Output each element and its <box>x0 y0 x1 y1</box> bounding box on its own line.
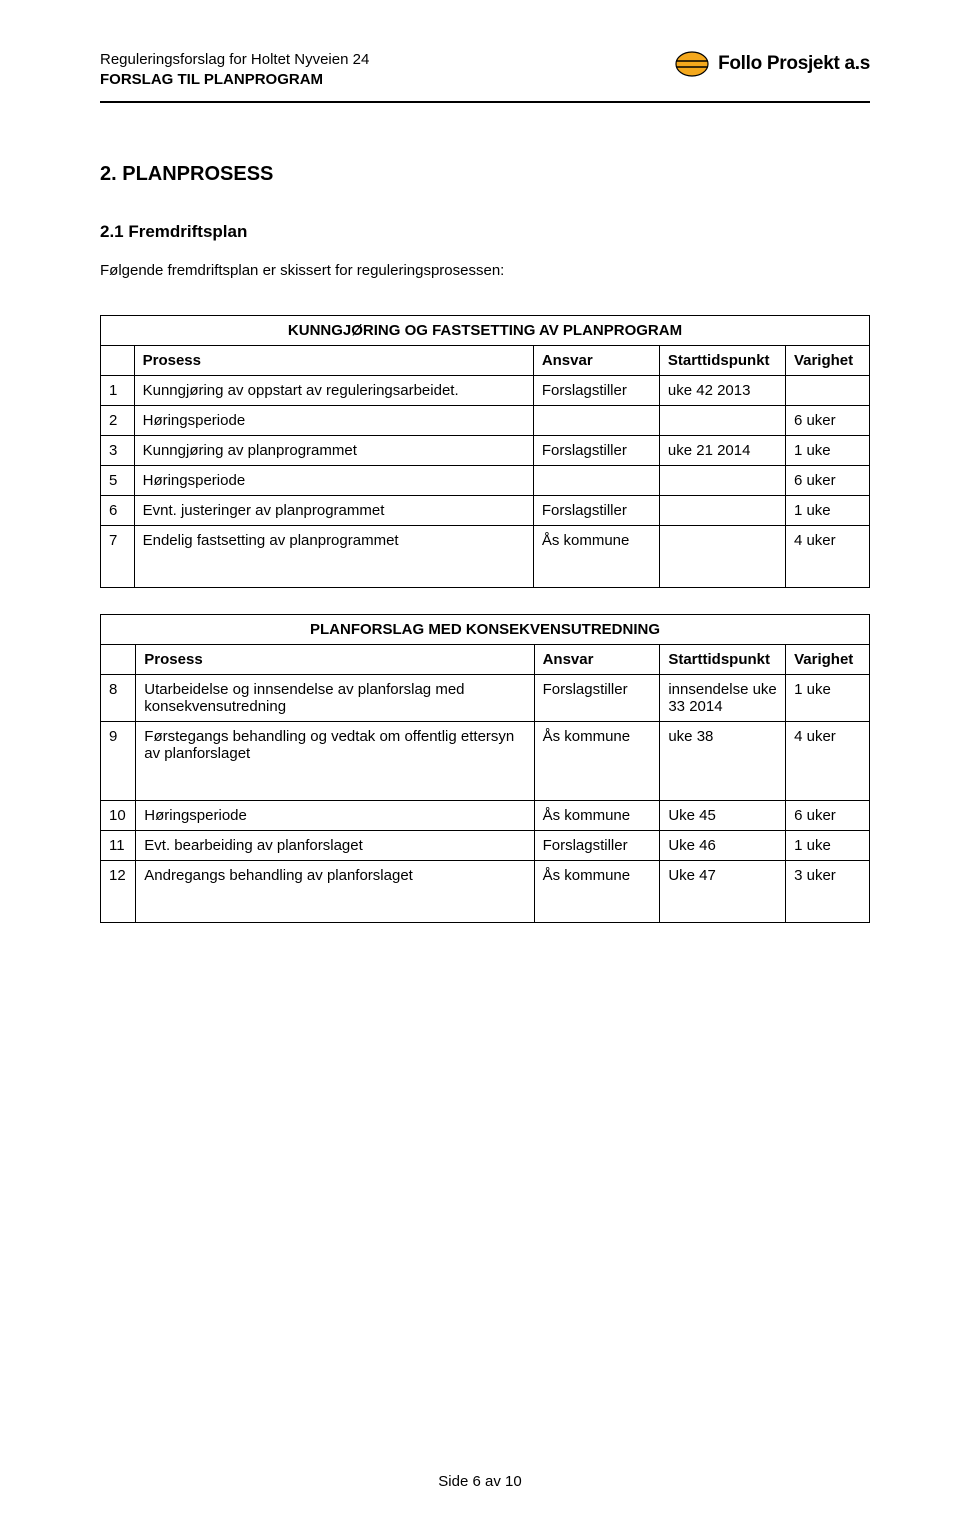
cell <box>659 406 785 436</box>
cell: 1 uke <box>786 675 870 722</box>
cell: innsendelse uke 33 2014 <box>660 675 786 722</box>
cell <box>659 496 785 526</box>
header-divider <box>100 101 870 103</box>
cell: Endelig fastsetting av planprogrammet <box>134 526 533 588</box>
cell: Kunngjøring av planprogrammet <box>134 436 533 466</box>
cell: 7 <box>101 526 135 588</box>
cell: uke 42 2013 <box>659 376 785 406</box>
cell: 4 uker <box>786 722 870 801</box>
cell: uke 38 <box>660 722 786 801</box>
cell: 6 uker <box>785 466 869 496</box>
page-header: Reguleringsforslag for Holtet Nyveien 24… <box>100 50 870 89</box>
cell: 6 uker <box>786 801 870 831</box>
cell: Førstegangs behandling og vedtak om offe… <box>136 722 534 801</box>
table2-header-row: Prosess Ansvar Starttidspunkt Varighet <box>101 645 870 675</box>
cell: 9 <box>101 722 136 801</box>
cell: Forslagstiller <box>534 675 660 722</box>
cell: Uke 45 <box>660 801 786 831</box>
cell <box>785 376 869 406</box>
section-heading-2: 2.1 Fremdriftsplan <box>100 222 870 242</box>
cell: 11 <box>101 831 136 861</box>
cell: Kunngjøring av oppstart av reguleringsar… <box>134 376 533 406</box>
cell: 8 <box>101 675 136 722</box>
cell: Uke 46 <box>660 831 786 861</box>
table2-h-ansvar: Ansvar <box>534 645 660 675</box>
cell: Forslagstiller <box>533 436 659 466</box>
table1-h-prosess: Prosess <box>134 346 533 376</box>
table-kunngjoring: KUNNGJØRING OG FASTSETTING AV PLANPROGRA… <box>100 315 870 588</box>
cell <box>533 406 659 436</box>
table-row: 12 Andregangs behandling av planforslage… <box>101 861 870 923</box>
cell: 6 <box>101 496 135 526</box>
cell: 3 <box>101 436 135 466</box>
cell: 4 uker <box>785 526 869 588</box>
table-row: 6 Evnt. justeringer av planprogrammet Fo… <box>101 496 870 526</box>
table1-h-ansvar: Ansvar <box>533 346 659 376</box>
table2-h-start: Starttidspunkt <box>660 645 786 675</box>
table1-h-varighet: Varighet <box>785 346 869 376</box>
cell: Uke 47 <box>660 861 786 923</box>
cell: Utarbeidelse og innsendelse av planforsl… <box>136 675 534 722</box>
cell: Ås kommune <box>533 526 659 588</box>
cell: 1 uke <box>786 831 870 861</box>
cell: 1 uke <box>785 436 869 466</box>
cell: Forslagstiller <box>533 496 659 526</box>
cell: 5 <box>101 466 135 496</box>
cell: Høringsperiode <box>136 801 534 831</box>
table-planforslag: PLANFORSLAG MED KONSEKVENSUTREDNING Pros… <box>100 614 870 923</box>
table2-h-prosess: Prosess <box>136 645 534 675</box>
follo-logo-icon <box>674 50 710 78</box>
cell: Ås kommune <box>534 801 660 831</box>
cell: 10 <box>101 801 136 831</box>
cell: 3 uker <box>786 861 870 923</box>
table1-h-num <box>101 346 135 376</box>
cell: uke 21 2014 <box>659 436 785 466</box>
table2-h-num <box>101 645 136 675</box>
cell: Evnt. justeringer av planprogrammet <box>134 496 533 526</box>
cell: Høringsperiode <box>134 466 533 496</box>
table1-h-start: Starttidspunkt <box>659 346 785 376</box>
cell: Høringsperiode <box>134 406 533 436</box>
cell: 12 <box>101 861 136 923</box>
table-row: 5 Høringsperiode 6 uker <box>101 466 870 496</box>
table-row: 3 Kunngjøring av planprogrammet Forslags… <box>101 436 870 466</box>
cell: 1 uke <box>785 496 869 526</box>
table2-title: PLANFORSLAG MED KONSEKVENSUTREDNING <box>101 615 870 645</box>
cell <box>659 526 785 588</box>
cell: Ås kommune <box>534 861 660 923</box>
cell: Andregangs behandling av planforslaget <box>136 861 534 923</box>
cell <box>659 466 785 496</box>
cell: Forslagstiller <box>534 831 660 861</box>
cell <box>533 466 659 496</box>
table-row: 7 Endelig fastsetting av planprogrammet … <box>101 526 870 588</box>
cell: Evt. bearbeiding av planforslaget <box>136 831 534 861</box>
table-row: 8 Utarbeidelse og innsendelse av planfor… <box>101 675 870 722</box>
table1-header-row: Prosess Ansvar Starttidspunkt Varighet <box>101 346 870 376</box>
table1-title: KUNNGJØRING OG FASTSETTING AV PLANPROGRA… <box>101 316 870 346</box>
header-logo-block: Follo Prosjekt a.s <box>674 50 870 78</box>
table-row: 1 Kunngjøring av oppstart av regulerings… <box>101 376 870 406</box>
cell: 6 uker <box>785 406 869 436</box>
table-row: 11 Evt. bearbeiding av planforslaget For… <box>101 831 870 861</box>
cell: Ås kommune <box>534 722 660 801</box>
table-row: 10 Høringsperiode Ås kommune Uke 45 6 uk… <box>101 801 870 831</box>
section-heading-1: 2. PLANPROSESS <box>100 163 870 186</box>
cell: 2 <box>101 406 135 436</box>
company-name: Follo Prosjekt a.s <box>718 53 870 75</box>
cell: 1 <box>101 376 135 406</box>
table2-h-varighet: Varighet <box>786 645 870 675</box>
table-row: 2 Høringsperiode 6 uker <box>101 406 870 436</box>
cell: Forslagstiller <box>533 376 659 406</box>
page-footer: Side 6 av 10 <box>0 1473 960 1490</box>
table-row: 9 Førstegangs behandling og vedtak om of… <box>101 722 870 801</box>
intro-paragraph: Følgende fremdriftsplan er skissert for … <box>100 262 870 279</box>
